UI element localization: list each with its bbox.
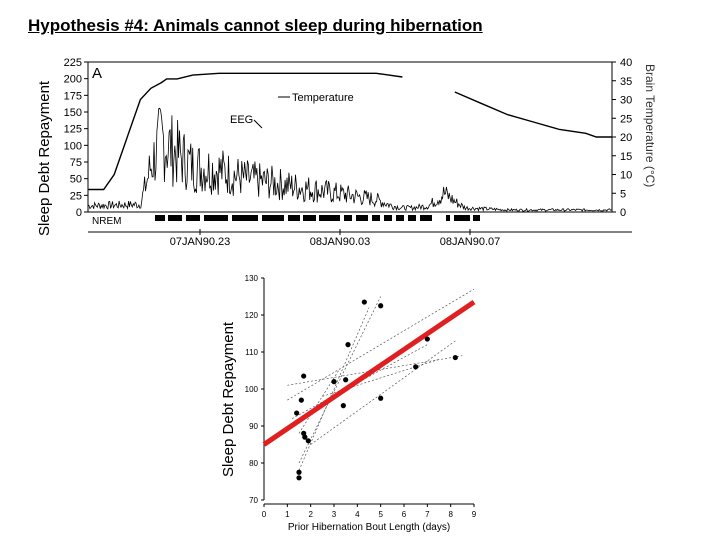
scatter-point [343,377,349,383]
left-tick-label: 25 [70,190,82,202]
time-tick-label: 08JAN90.07 [440,236,501,248]
scatter-x-tick-label: 7 [425,510,430,519]
nrem-bar [204,215,228,221]
scatter-y-tick-label: 110 [245,348,258,357]
left-tick-label: 100 [64,140,82,152]
scatter-x-tick-label: 9 [472,510,477,519]
left-tick-label: 175 [64,90,82,102]
scatter-point [331,379,337,385]
scatter-point [340,403,346,409]
right-tick-label: 0 [620,207,626,219]
scatter-x-tick-label: 2 [308,510,313,519]
left-tick-label: 150 [64,107,82,119]
nrem-bar [155,215,165,221]
scatter-point [305,438,311,444]
dashed-fit-line [310,340,456,445]
dashed-fit-line [298,296,381,464]
scatter-point [301,373,307,379]
scatter-x-tick-label: 6 [402,510,407,519]
scatter-point [361,299,367,305]
nrem-bar [372,215,380,221]
left-tick-label: 75 [70,157,82,169]
left-tick-label: 0 [76,207,82,219]
scatter-point [413,364,419,370]
scatter-y-tick-label: 130 [245,274,259,283]
left-tick-label: 50 [70,174,82,186]
scatter-point [378,303,384,309]
right-tick-label: 5 [620,188,626,200]
right-tick-label: 15 [620,151,632,163]
eeg-annotation-arrow [253,119,263,129]
scatter-point [298,397,304,403]
nrem-label: NREM [92,216,121,227]
right-tick-label: 30 [620,95,632,107]
temperature-series-line [88,72,612,191]
scatter-y-tick-label: 100 [245,385,259,394]
panel-letter: A [92,65,102,82]
eeg-series-line [87,107,612,212]
nrem-bar [356,215,368,221]
slide-title: Hypothesis #4: Animals cannot sleep duri… [28,16,483,35]
nrem-bar [303,215,316,221]
scatter-x-tick-label: 1 [285,510,290,519]
right-tick-label: 20 [620,132,632,144]
eeg-annotation: EEG [230,114,253,126]
scatter-point [294,410,300,416]
nrem-bar [168,215,182,221]
scatter-y-tick-label: 80 [249,459,258,468]
right-tick-label: 35 [620,76,632,88]
left-tick-label: 225 [64,57,82,69]
temperature-annotation: Temperature [292,92,354,104]
nrem-bar [384,215,392,221]
nrem-bar [288,215,300,221]
time-tick-label: 07JAN90.23 [170,236,231,248]
right-axis-label: Brain Temperature (°C) [643,64,657,187]
scatter-x-tick-label: 0 [262,510,267,519]
scatter-point [296,469,302,475]
nrem-bar [186,215,200,221]
scatter-point [424,336,430,342]
right-tick-label: 10 [620,170,632,182]
nrem-bar [454,215,470,221]
scatter-y-tick-label: 90 [249,422,258,431]
scatter-x-tick-label: 3 [332,510,337,519]
scatter-point [296,475,302,481]
dashed-fit-line [287,288,475,401]
nrem-bar [408,215,416,221]
scatter-point [302,434,308,440]
nrem-bar [262,215,284,221]
scatter-y-tick-label: 120 [245,311,259,320]
time-tick-label: 08JAN90.03 [310,236,371,248]
scatter-y-tick-label: 70 [249,496,258,505]
left-tick-label: 200 [64,74,82,86]
scatter-point [345,342,351,348]
scatter-x-tick-label: 8 [448,510,453,519]
regression-line [262,299,476,447]
scatter-x-tick-label: 4 [355,510,360,519]
scatter-x-axis-label: Prior Hibernation Bout Length (days) [288,522,450,533]
scatter-x-tick-label: 5 [378,510,383,519]
right-tick-label: 40 [620,57,632,69]
nrem-bar [344,215,352,221]
nrem-bar [446,215,450,221]
scatter-point [378,395,384,401]
scatter-point [452,354,458,361]
nrem-bar [396,215,404,221]
nrem-bar [420,215,432,221]
right-tick-label: 25 [620,113,632,125]
dashed-fit-line [298,307,370,471]
left-tick-label: 125 [64,124,82,136]
nrem-bar [319,215,340,221]
nrem-bar [473,215,480,221]
nrem-bar [232,215,258,221]
